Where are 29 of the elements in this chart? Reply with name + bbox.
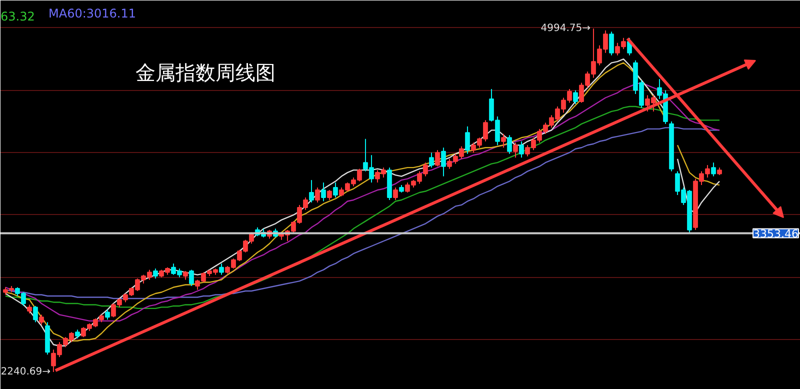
ref-line-label: 3353.46 [753, 228, 799, 241]
candlestick [429, 152, 434, 168]
candlestick [33, 305, 38, 323]
candlestick [189, 269, 194, 287]
candlestick [333, 182, 338, 198]
candlestick [711, 162, 716, 177]
candlestick [39, 314, 44, 326]
candlestick [153, 268, 158, 280]
candlestick [465, 126, 470, 154]
candlestick [219, 263, 224, 276]
candlestick [393, 187, 398, 200]
candlestick [309, 180, 314, 203]
candlestick [513, 142, 518, 158]
annotation: 2240.69→ [0, 366, 50, 378]
candlestick [321, 182, 326, 202]
candlestick [507, 134, 512, 154]
annotation: 4994.75→ [540, 23, 590, 34]
candlestick [519, 140, 524, 158]
candlestick [315, 187, 320, 203]
candlestick [609, 31, 614, 56]
candlestick [573, 90, 578, 104]
annotation: MA60:3016.11 [48, 6, 136, 20]
candlestick [105, 309, 110, 320]
candlestick [327, 190, 332, 200]
text: 金属指数周线图 [136, 60, 276, 84]
annotation: 63.32 [0, 10, 35, 24]
candlestick [441, 147, 446, 177]
candlestick [501, 133, 506, 148]
candlestick [435, 150, 440, 167]
